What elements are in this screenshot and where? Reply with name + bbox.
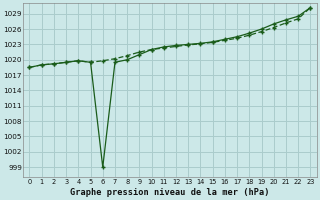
X-axis label: Graphe pression niveau de la mer (hPa): Graphe pression niveau de la mer (hPa) [70,188,270,197]
